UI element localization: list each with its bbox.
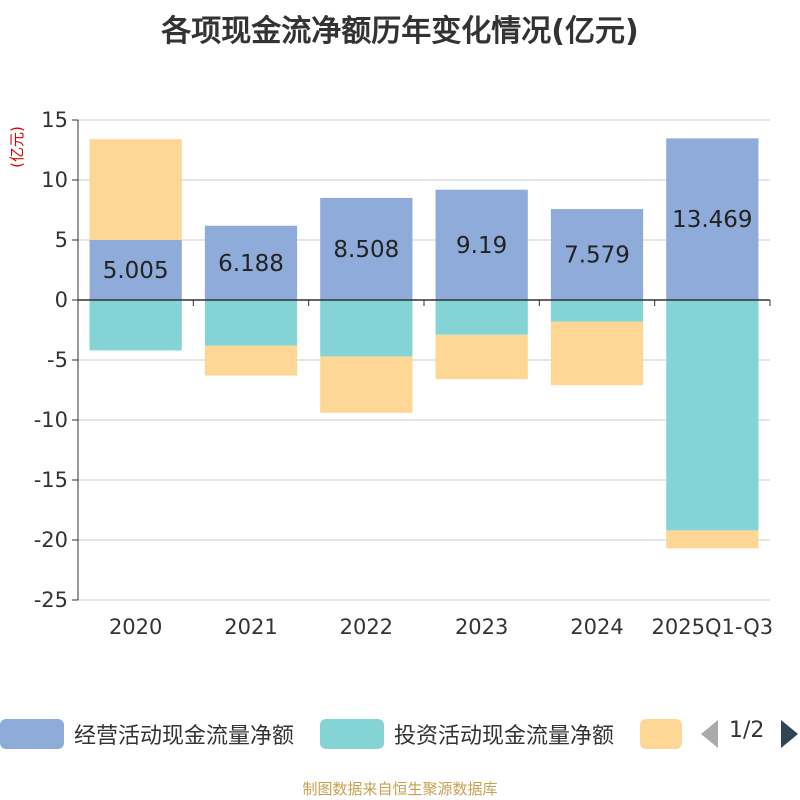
data-label-2023: 9.19 xyxy=(456,233,507,259)
legend-swatch-third xyxy=(640,719,682,749)
legend-prev-page-icon[interactable] xyxy=(701,720,718,748)
chart-title: 各项现金流净额历年变化情况(亿元) xyxy=(161,14,639,49)
y-tick-label: 15 xyxy=(41,108,68,132)
x-tick-label: 2023 xyxy=(455,615,508,639)
legend-label-investing: 投资活动现金流量净额 xyxy=(394,724,615,749)
bar-s1-2021 xyxy=(204,300,298,346)
legend-page-indicator: 1/2 xyxy=(729,718,765,743)
y-tick-label: -5 xyxy=(47,348,68,372)
data-label-2022: 8.508 xyxy=(333,237,399,263)
legend-item-operating[interactable]: 经营活动现金流量净额 xyxy=(0,716,294,752)
x-tick-label: 2025Q1-Q3 xyxy=(652,615,774,639)
legend-item-third[interactable] xyxy=(640,716,682,752)
bar-s2-2024 xyxy=(550,321,644,386)
bar-s0-2022 xyxy=(320,197,413,300)
data-label-2020: 5.005 xyxy=(103,258,169,284)
bar-s1-2023 xyxy=(435,300,528,335)
axis-layer: 15 10 5 0 -5 -10 -15 -20 -25 (亿元) 2020 2021 2022 2023… xyxy=(8,108,773,639)
legend-item-investing[interactable]: 投资活动现金流量净额 xyxy=(320,716,614,752)
bar-s2-2021 xyxy=(204,345,298,376)
label-layer: 5.005 6.188 8.508 9.19 7.579 13.469 xyxy=(103,207,753,284)
x-tick-label: 2021 xyxy=(224,615,277,639)
data-label-2024: 7.579 xyxy=(564,243,630,269)
x-tick-label: 2022 xyxy=(340,615,393,639)
bar-s0-2024 xyxy=(550,209,644,300)
bar-s2-2022 xyxy=(320,356,413,413)
x-tick-label: 2020 xyxy=(109,615,162,639)
legend-swatch-operating xyxy=(0,719,64,749)
y-tick-label: -20 xyxy=(34,528,68,552)
data-label-2025Q1-Q3: 13.469 xyxy=(672,207,752,233)
source-note: 制图数据来自恒生聚源数据库 xyxy=(302,780,498,798)
y-tick-label: 0 xyxy=(55,288,68,312)
y-axis-label: (亿元) xyxy=(8,126,26,168)
y-tick-label: -10 xyxy=(34,408,68,432)
bar-s2-2023 xyxy=(435,334,528,380)
x-tick-label: 2024 xyxy=(570,615,623,639)
bar-s1-2025Q1-Q3 xyxy=(666,300,759,531)
bar-s1-2022 xyxy=(320,300,413,357)
grid-layer xyxy=(78,119,770,601)
legend-next-page-icon[interactable] xyxy=(781,720,798,748)
data-label-2021: 6.188 xyxy=(218,251,284,277)
bar-s1-2024 xyxy=(550,300,644,322)
y-tick-label: -15 xyxy=(34,468,68,492)
legend-swatch-investing xyxy=(320,719,384,749)
chart-area: 15 10 5 0 -5 -10 -15 -20 -25 (亿元) 2020 2021 2022 2023… xyxy=(8,108,773,639)
legend-label-operating: 经营活动现金流量净额 xyxy=(74,724,295,749)
bar-s1-2020 xyxy=(89,300,182,351)
y-tick-label: 5 xyxy=(55,228,68,252)
bar-s0-2021 xyxy=(204,225,298,300)
y-tick-label: 10 xyxy=(41,168,68,192)
bar-s2-2020 xyxy=(89,139,182,240)
bar-layer xyxy=(89,138,759,549)
bar-s0-2025Q1-Q3 xyxy=(666,138,759,300)
bar-s2-2025Q1-Q3 xyxy=(666,530,759,549)
y-tick-label: -25 xyxy=(34,588,68,612)
bar-s0-2023 xyxy=(435,189,528,300)
bar-s0-2020 xyxy=(89,239,182,300)
